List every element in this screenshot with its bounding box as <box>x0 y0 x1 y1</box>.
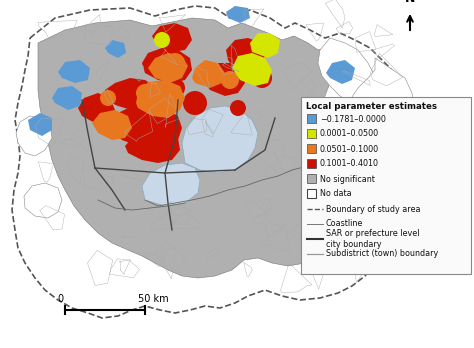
Bar <box>307 144 316 153</box>
Circle shape <box>136 84 154 102</box>
Text: Boundary of study area: Boundary of study area <box>326 205 420 214</box>
Circle shape <box>241 61 255 75</box>
Polygon shape <box>315 83 398 163</box>
Text: 0.0501–0.1000: 0.0501–0.1000 <box>320 144 379 153</box>
Text: Coastline: Coastline <box>326 220 364 229</box>
Bar <box>307 159 316 168</box>
Polygon shape <box>250 33 280 58</box>
Polygon shape <box>108 104 182 150</box>
Polygon shape <box>142 48 192 83</box>
Text: Local parameter estimates: Local parameter estimates <box>306 102 437 111</box>
Text: Subdistrict (town) boundary: Subdistrict (town) boundary <box>326 250 438 259</box>
Polygon shape <box>38 18 400 278</box>
FancyBboxPatch shape <box>301 97 471 274</box>
Circle shape <box>100 90 116 106</box>
Circle shape <box>165 53 185 73</box>
Polygon shape <box>58 60 90 83</box>
Text: N: N <box>405 0 415 5</box>
Bar <box>307 114 316 123</box>
Polygon shape <box>16 116 52 156</box>
Polygon shape <box>105 78 158 113</box>
Polygon shape <box>353 102 375 126</box>
Polygon shape <box>52 86 82 110</box>
Text: −0.1781–0.0000: −0.1781–0.0000 <box>320 114 386 124</box>
Polygon shape <box>226 38 265 68</box>
Polygon shape <box>152 23 192 52</box>
Polygon shape <box>125 133 180 163</box>
Text: 0: 0 <box>57 294 63 304</box>
Text: SAR or prefecture level
city boundary: SAR or prefecture level city boundary <box>326 229 419 249</box>
Polygon shape <box>24 183 62 218</box>
Circle shape <box>183 91 207 115</box>
Text: 0.0001–0.0500: 0.0001–0.0500 <box>320 129 379 139</box>
Text: 0.1001–0.4010: 0.1001–0.4010 <box>320 159 379 168</box>
Bar <box>307 174 316 183</box>
Circle shape <box>221 71 239 89</box>
Polygon shape <box>28 113 52 136</box>
Polygon shape <box>318 38 380 106</box>
Polygon shape <box>148 53 188 83</box>
Text: No significant: No significant <box>320 174 375 183</box>
Circle shape <box>165 78 185 98</box>
Circle shape <box>252 68 272 88</box>
Polygon shape <box>348 58 415 156</box>
Polygon shape <box>92 110 132 140</box>
Polygon shape <box>12 6 418 318</box>
Polygon shape <box>105 40 126 58</box>
Polygon shape <box>192 60 225 88</box>
Bar <box>307 129 316 138</box>
Polygon shape <box>205 63 245 96</box>
Polygon shape <box>232 53 272 86</box>
Polygon shape <box>136 80 185 118</box>
Circle shape <box>154 32 170 48</box>
Polygon shape <box>78 93 115 123</box>
Text: No data: No data <box>320 190 352 198</box>
Text: 50 km: 50 km <box>137 294 168 304</box>
Circle shape <box>230 100 246 116</box>
Polygon shape <box>142 163 200 206</box>
Polygon shape <box>326 60 355 84</box>
Polygon shape <box>226 6 250 23</box>
Polygon shape <box>182 106 258 173</box>
Bar <box>307 189 316 198</box>
